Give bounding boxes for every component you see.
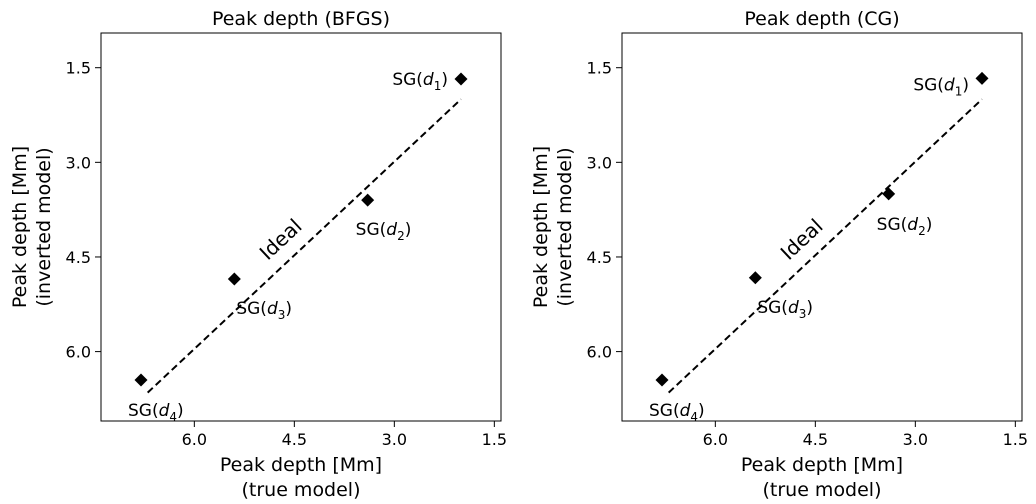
data-point-marker [454,72,468,86]
y-tick-label: 4.5 [66,248,91,267]
x-tick-label: 3.0 [382,430,407,449]
x-tick-label: 1.5 [1003,430,1028,449]
ideal-line [146,98,462,394]
data-point-marker [134,373,148,387]
x-axis-ticks: 6.0 4.5 3.0 1.5 [703,421,1028,449]
point-label: SG(d3) [236,299,292,322]
data-point-marker [975,71,989,85]
plot-frame [621,32,1023,422]
data-point-marker [361,193,375,207]
ideal-line [667,98,983,394]
data-point-marker [748,271,762,285]
y-axis-label-line1: Peak depth [Mm] [530,146,552,308]
point-labels: SG(d1) SG(d2) SG(d3) SG(d4) [649,75,969,424]
data-point-marker [227,272,241,286]
data-point-marker [882,187,896,201]
y-tick-label: 1.5 [66,59,91,78]
x-axis-label-line2: (true model) [762,479,881,501]
point-label: SG(d1) [913,75,969,98]
ideal-label: Ideal [776,214,828,265]
x-axis-label-line1: Peak depth [Mm] [741,454,903,476]
point-label: SG(d2) [877,215,933,238]
x-tick-label: 3.0 [903,430,928,449]
point-label: SG(d4) [649,401,705,424]
panel-cg: Peak depth (CG) 6.0 4.5 3.0 1.5 1.53.04.56.… [530,8,1028,501]
y-tick-label: 6.0 [587,343,612,362]
x-axis-ticks: 6.0 4.5 3.0 1.5 [182,421,507,449]
point-label: SG(d1) [392,70,448,93]
y-tick-label: 1.5 [587,59,612,78]
x-tick-label: 4.5 [803,430,828,449]
x-axis-label-line1: Peak depth [Mm] [220,454,382,476]
chart-title: Peak depth (CG) [744,8,899,30]
data-markers [134,72,468,387]
panel-bfgs: Peak depth (BFGS) 6.0 4.5 3.0 1.5 1.5 3.0 4.5… [9,8,507,501]
y-tick-label: 6.0 [66,343,91,362]
y-axis-ticks: 1.5 3.0 4.5 6.0 [587,59,622,362]
x-tick-label: 6.0 [703,430,728,449]
y-axis-label-line1: Peak depth [Mm] [9,146,31,308]
point-label: SG(d4) [128,401,184,424]
point-labels: SG(d1) SG(d2) SG(d3) SG(d4) [128,70,448,424]
x-tick-label: 6.0 [182,430,207,449]
y-axis-ticks: 1.5 3.0 4.5 6.0 [66,59,101,362]
x-tick-label: 1.5 [482,430,507,449]
y-axis-label-line2: (inverted model) [33,147,55,306]
point-label: SG(d2) [356,220,412,243]
y-tick-label: 4.5 [587,248,612,267]
x-axis-label-line2: (true model) [241,479,360,501]
y-axis-label-line2: (inverted model) [554,147,576,306]
y-tick-label: 3.0 [587,153,612,172]
data-point-marker [655,373,669,387]
chart-title: Peak depth (BFGS) [212,8,390,30]
y-tick-label: 3.0 [66,153,91,172]
ideal-label: Ideal [255,214,307,265]
point-label: SG(d3) [757,298,813,321]
plot-frame [100,32,502,422]
x-tick-label: 4.5 [282,430,307,449]
data-markers [655,71,989,387]
